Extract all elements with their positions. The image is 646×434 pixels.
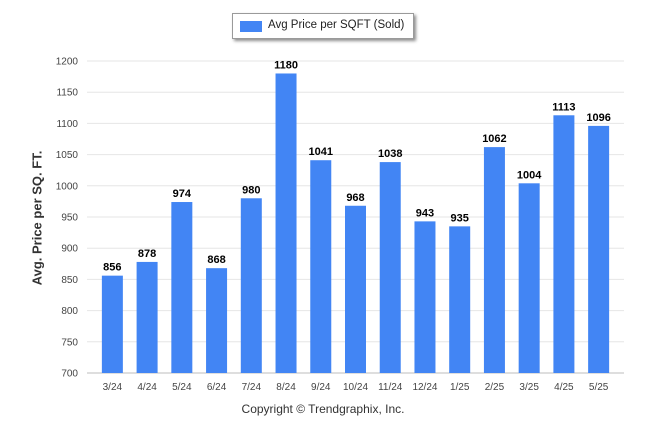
y-tick-label: 750 bbox=[61, 337, 78, 348]
y-tick-label: 1200 bbox=[56, 57, 79, 68]
data-label: 856 bbox=[103, 262, 121, 274]
x-tick-label: 12/24 bbox=[412, 382, 437, 393]
bar bbox=[553, 115, 575, 374]
bar bbox=[206, 268, 228, 373]
bars bbox=[101, 73, 610, 374]
x-axis-ticks: 3/24 4/24 5/24 6/24 7/24 8/24 9/24 10/24 11/24 12… bbox=[103, 382, 609, 393]
data-label: 868 bbox=[207, 254, 225, 266]
data-label: 943 bbox=[416, 207, 434, 219]
copyright-text: Copyright © Trendgraphix, Inc. bbox=[241, 402, 405, 416]
x-tick-label: 5/24 bbox=[172, 382, 192, 393]
legend-label: Avg Price per SQFT (Sold) bbox=[268, 19, 405, 31]
x-tick-label: 3/24 bbox=[103, 382, 123, 393]
y-tick-label: 800 bbox=[61, 306, 78, 317]
data-label: 1038 bbox=[378, 148, 402, 160]
bar bbox=[414, 221, 436, 373]
y-tick-label: 1000 bbox=[56, 181, 79, 192]
bar bbox=[136, 261, 158, 373]
y-axis-ticks: 700 750 800 850 900 950 1000 1050 1100 1150 1200 bbox=[56, 57, 79, 380]
x-tick-label: 4/24 bbox=[137, 382, 157, 393]
data-label: 1041 bbox=[309, 146, 333, 158]
x-tick-label: 2/25 bbox=[485, 382, 505, 393]
bar bbox=[240, 198, 262, 373]
x-tick-label: 6/24 bbox=[207, 382, 227, 393]
legend-swatch bbox=[240, 21, 262, 32]
x-tick-label: 7/24 bbox=[242, 382, 262, 393]
x-tick-label: 11/24 bbox=[378, 382, 403, 393]
data-label: 935 bbox=[451, 212, 469, 224]
data-label: 1113 bbox=[552, 101, 575, 113]
bar bbox=[379, 162, 401, 373]
y-tick-label: 850 bbox=[61, 275, 78, 286]
bar bbox=[518, 183, 540, 373]
bar bbox=[345, 205, 366, 373]
y-tick-label: 1050 bbox=[56, 150, 79, 161]
y-tick-label: 900 bbox=[61, 244, 78, 255]
data-label: 1180 bbox=[274, 59, 298, 71]
data-label: 1062 bbox=[482, 133, 506, 145]
x-tick-label: 3/25 bbox=[519, 382, 539, 393]
bar bbox=[483, 147, 505, 373]
x-tick-label: 8/24 bbox=[276, 382, 296, 393]
data-label: 980 bbox=[242, 184, 260, 196]
x-tick-label: 5/25 bbox=[589, 382, 609, 393]
data-label: 878 bbox=[138, 248, 156, 260]
x-tick-label: 9/24 bbox=[311, 382, 331, 393]
y-tick-label: 700 bbox=[61, 369, 78, 380]
bar bbox=[588, 125, 610, 373]
data-label: 1096 bbox=[586, 112, 610, 124]
bar bbox=[449, 226, 471, 373]
y-tick-label: 1100 bbox=[56, 119, 78, 130]
x-tick-label: 4/25 bbox=[554, 382, 574, 393]
legend: Avg Price per SQFT (Sold) bbox=[232, 13, 414, 39]
x-tick-label: 10/24 bbox=[343, 382, 368, 393]
data-label: 974 bbox=[173, 188, 192, 200]
data-label: 1004 bbox=[517, 169, 542, 181]
bar bbox=[171, 202, 193, 373]
x-tick-label: 1/25 bbox=[450, 382, 470, 393]
bar bbox=[310, 160, 332, 373]
bar bbox=[101, 275, 123, 373]
y-axis-label: Avg. Price per SQ. FT. bbox=[29, 150, 45, 286]
bar bbox=[275, 73, 297, 373]
y-tick-label: 1150 bbox=[56, 88, 78, 99]
data-labels: 856 878 974 868 980 1180 1041 968 1038 943 935 1062… bbox=[103, 59, 611, 273]
data-label: 968 bbox=[346, 192, 364, 204]
y-tick-label: 950 bbox=[61, 213, 78, 224]
